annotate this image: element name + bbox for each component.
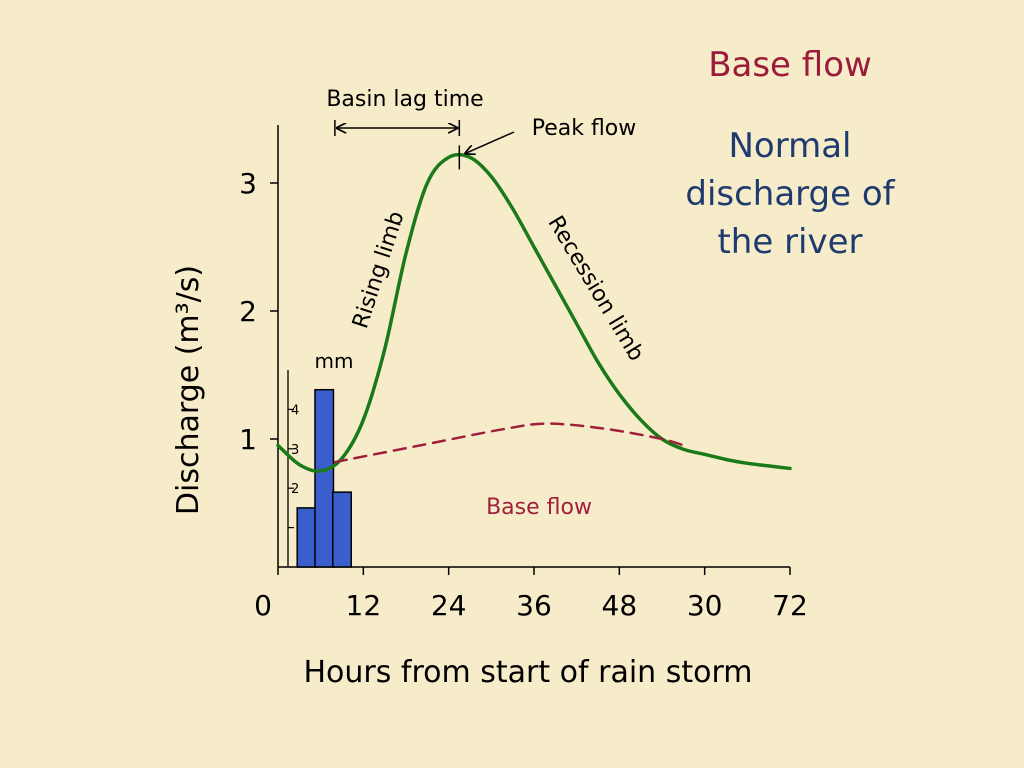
x-tick-label: 12 <box>346 589 382 622</box>
rainfall-unit-label: mm <box>315 349 354 373</box>
rainfall-bars: 2 3 4 mm <box>287 349 354 568</box>
rainfall-tick-label: 4 <box>291 403 299 418</box>
rainfall-bar <box>332 491 352 568</box>
rainfall-tick-label: 2 <box>291 482 299 497</box>
y-axis-title: Discharge (m³/s) <box>171 265 206 515</box>
rainfall-tick-label: 3 <box>291 443 299 458</box>
x-axis-title: Hours from start of rain storm <box>303 655 752 690</box>
discharge-line <box>276 152 792 473</box>
peak-flow-label: Peak flow <box>532 116 637 141</box>
x-tick-label: 30 <box>687 589 723 622</box>
x-tick-label: 24 <box>431 589 467 622</box>
base-flow-label: Base flow <box>486 495 592 520</box>
y-tick-label: 2 <box>239 295 257 328</box>
slide-heading: Base flow <box>708 45 872 85</box>
basin-lag-time-label: Basin lag time <box>326 87 483 112</box>
y-tick-label: 3 <box>239 167 257 200</box>
x-tick-label: 0 <box>254 589 272 622</box>
definition-line: discharge of <box>685 174 895 214</box>
rainfall-bar <box>314 388 335 568</box>
definition-text: Normal discharge of the river <box>660 122 920 266</box>
x-tick-label: 72 <box>772 589 808 622</box>
definition-line: Normal <box>728 126 852 166</box>
series-lines <box>276 152 792 473</box>
rising-limb-label: Rising limb <box>348 208 409 331</box>
x-tick-label: 36 <box>516 589 552 622</box>
definition-line: the river <box>717 222 863 262</box>
base-flow-line <box>333 422 685 464</box>
peak-arrow <box>465 131 515 153</box>
x-tick-label: 48 <box>602 589 638 622</box>
rainfall-bar <box>296 507 317 568</box>
y-tick-label: 1 <box>239 423 257 456</box>
